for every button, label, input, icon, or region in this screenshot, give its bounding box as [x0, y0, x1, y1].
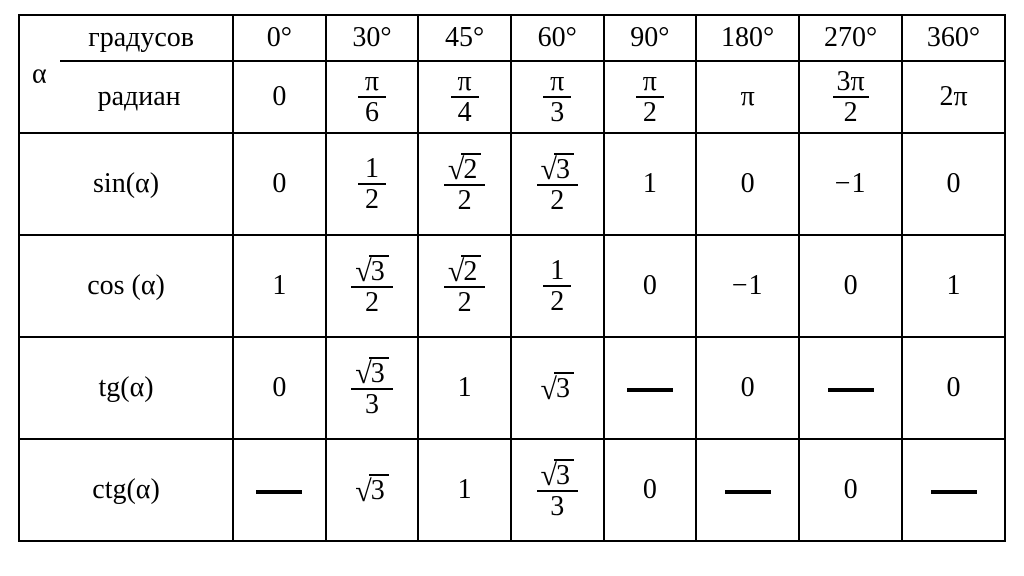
sin-cell-3: √32: [511, 133, 604, 235]
alpha-corner-cell: α: [19, 15, 60, 133]
alpha-symbol: α: [32, 59, 47, 88]
sin-cell-4: 1: [604, 133, 697, 235]
deg-col-6: 270°: [799, 15, 902, 61]
row-label-cos: cos (α): [19, 235, 233, 337]
row-label-ctg: ctg(α): [19, 439, 233, 541]
sin-cell-7: 0: [902, 133, 1005, 235]
sin-cell-0: 0: [233, 133, 326, 235]
cos-cell-3: 12: [511, 235, 604, 337]
ctg-cell-4: 0: [604, 439, 697, 541]
tg-cell-3: √3: [511, 337, 604, 439]
ctg-cell-1: √3: [326, 439, 419, 541]
cos-cell-5: −1: [696, 235, 799, 337]
header-radians-label: радиан: [98, 82, 195, 111]
cos-cell-6: 0: [799, 235, 902, 337]
header-degrees-label: градусов: [88, 23, 204, 52]
row-label-tg: tg(α): [19, 337, 233, 439]
rad-col-4: π2: [604, 61, 697, 133]
deg-col-3: 60°: [511, 15, 604, 61]
sin-cell-2: √22: [418, 133, 511, 235]
row-label-sin: sin(α): [19, 133, 233, 235]
deg-col-5: 180°: [696, 15, 799, 61]
rad-col-2: π4: [418, 61, 511, 133]
cos-cell-1: √32: [326, 235, 419, 337]
rad-col-5: π: [696, 61, 799, 133]
ctg-cell-5: [696, 439, 799, 541]
sin-cell-5: 0: [696, 133, 799, 235]
rad-col-3: π3: [511, 61, 604, 133]
rad-col-7: 2π: [902, 61, 1005, 133]
rad-col-0: 0: [233, 61, 326, 133]
cos-cell-2: √22: [418, 235, 511, 337]
ctg-cell-2: 1: [418, 439, 511, 541]
ctg-cell-3: √33: [511, 439, 604, 541]
header-radians-label-cell: радиан: [60, 61, 233, 133]
deg-col-1: 30°: [326, 15, 419, 61]
rad-col-6: 3π2: [799, 61, 902, 133]
tg-cell-4: [604, 337, 697, 439]
ctg-cell-0: [233, 439, 326, 541]
header-degrees-label-cell: градусов: [60, 15, 233, 61]
sin-cell-6: −1: [799, 133, 902, 235]
rad-col-1: π6: [326, 61, 419, 133]
cos-cell-4: 0: [604, 235, 697, 337]
tg-cell-0: 0: [233, 337, 326, 439]
tg-cell-6: [799, 337, 902, 439]
deg-col-2: 45°: [418, 15, 511, 61]
ctg-cell-6: 0: [799, 439, 902, 541]
deg-col-7: 360°: [902, 15, 1005, 61]
tg-cell-1: √33: [326, 337, 419, 439]
cos-cell-7: 1: [902, 235, 1005, 337]
tg-cell-5: 0: [696, 337, 799, 439]
deg-col-4: 90°: [604, 15, 697, 61]
tg-cell-2: 1: [418, 337, 511, 439]
sin-cell-1: 12: [326, 133, 419, 235]
ctg-cell-7: [902, 439, 1005, 541]
cos-cell-0: 1: [233, 235, 326, 337]
deg-col-0: 0°: [233, 15, 326, 61]
trig-values-table: α градусов 0° 30° 45° 60° 90° 180° 270° …: [18, 14, 1006, 542]
tg-cell-7: 0: [902, 337, 1005, 439]
